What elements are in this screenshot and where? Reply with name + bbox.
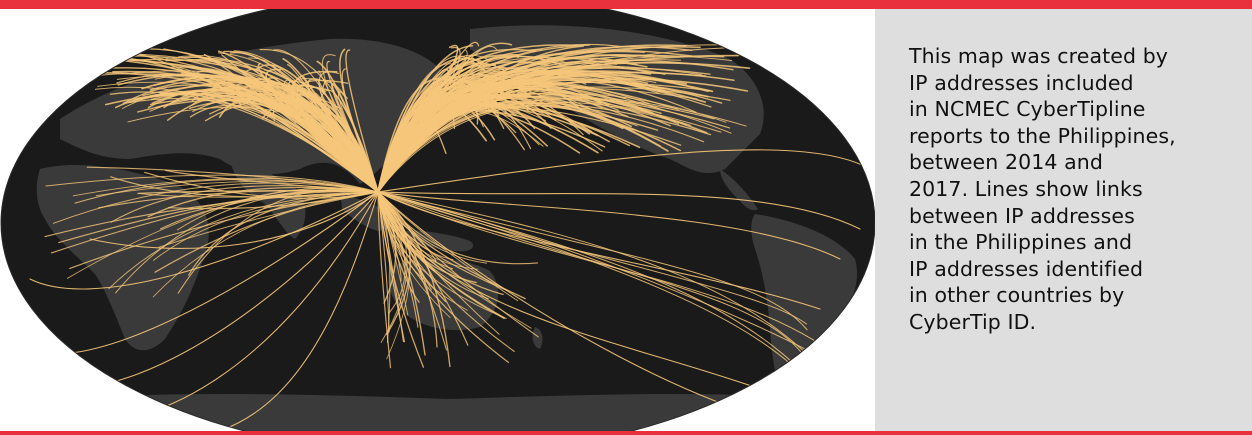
flow-line (377, 191, 808, 331)
flow-line (74, 179, 379, 204)
flow-line (72, 177, 379, 197)
flow-line (136, 99, 379, 193)
flow-line (377, 80, 583, 193)
flow-line (115, 189, 379, 294)
land-central-america (720, 169, 758, 211)
flow-line (377, 61, 751, 193)
flow-line (45, 174, 379, 193)
flow-line (377, 109, 606, 193)
flow-line (265, 104, 379, 193)
flow-line (95, 180, 379, 197)
flow-line (139, 191, 379, 431)
land-southeast-asia (340, 189, 391, 231)
flow-line (345, 49, 379, 193)
flow-line (114, 92, 379, 193)
flow-line (377, 79, 591, 193)
flow-line (377, 97, 516, 193)
flow-line (377, 191, 437, 263)
flow-line (377, 191, 448, 351)
top-accent-bar (0, 0, 1252, 9)
flow-lines (9, 41, 871, 431)
flow-line (377, 191, 809, 362)
flow-line (259, 49, 379, 193)
flow-line (69, 191, 379, 270)
flow-line (29, 191, 379, 290)
flow-line (165, 59, 379, 193)
flow-line (377, 92, 732, 193)
flow-line (281, 96, 379, 193)
flow-line (377, 55, 566, 193)
flow-line (139, 191, 379, 198)
flow-line (44, 191, 379, 238)
flow-line (377, 72, 669, 193)
flow-line (377, 191, 390, 333)
flow-line (377, 191, 515, 352)
flow-line (159, 191, 379, 230)
map-caption: This map was created by IP addresses inc… (909, 44, 1176, 334)
flow-line (52, 182, 379, 224)
flow-line (377, 191, 510, 364)
flow-line (377, 149, 871, 193)
flow-line (269, 96, 379, 193)
flow-line (377, 191, 761, 390)
flow-line (377, 92, 548, 193)
land-new-zealand (532, 327, 543, 349)
flow-line (377, 191, 861, 230)
land-antarctica (1, 394, 875, 431)
flow-line (261, 94, 379, 193)
flow-line (58, 190, 379, 244)
flow-line (109, 91, 379, 193)
map-svg (0, 9, 875, 431)
flow-line (159, 81, 379, 193)
bottom-accent-bar (0, 431, 1252, 435)
flow-line (154, 191, 379, 273)
globe-outline (0, 9, 875, 431)
flow-line (308, 86, 379, 193)
land-south-asia (230, 159, 306, 239)
flow-line (377, 191, 451, 368)
flow-map (0, 9, 875, 431)
flow-line (377, 191, 841, 260)
flow-line (147, 186, 379, 218)
flow-line (377, 191, 500, 335)
land-south-america (751, 214, 858, 399)
flow-line (124, 57, 379, 193)
flow-line (89, 191, 379, 249)
flow-line (110, 185, 379, 223)
flow-line (377, 191, 411, 360)
flow-line (377, 68, 451, 193)
flow-line (110, 176, 379, 198)
flow-line (199, 86, 379, 193)
caption-panel: This map was created by IP addresses inc… (875, 9, 1252, 431)
flow-line (377, 101, 536, 193)
